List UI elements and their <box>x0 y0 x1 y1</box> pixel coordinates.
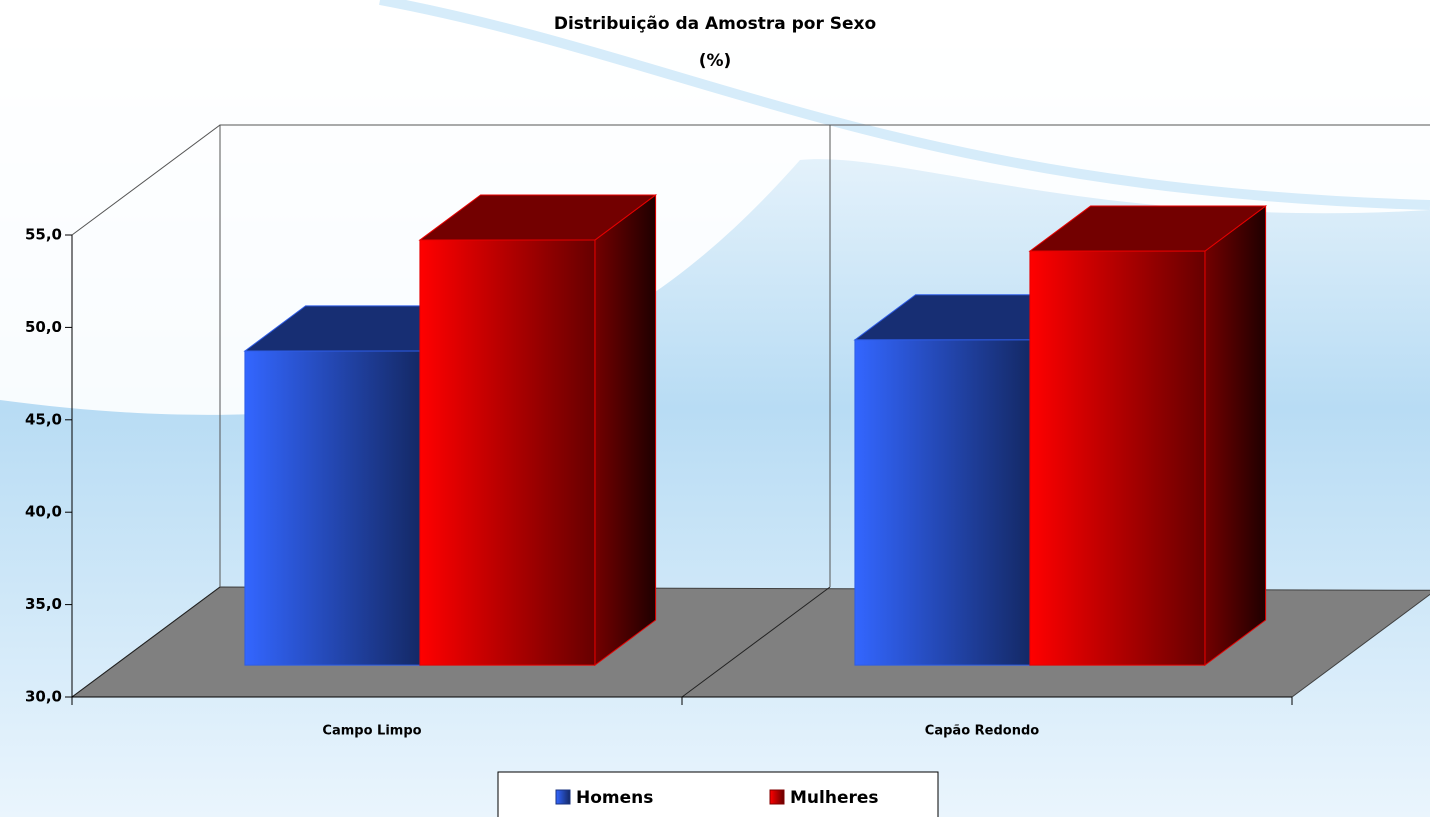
bar-side <box>594 193 657 667</box>
y-tick-label: 30,0 <box>25 688 62 706</box>
legend-label: Mulheres <box>790 788 879 808</box>
y-tick-label: 55,0 <box>25 226 62 244</box>
y-tick-label: 45,0 <box>25 410 62 428</box>
y-tick-label: 50,0 <box>25 318 62 336</box>
bar-front <box>1029 250 1206 666</box>
y-tick-label: 40,0 <box>25 503 62 521</box>
bar-front <box>419 239 596 666</box>
bar-front <box>854 339 1031 666</box>
y-tick-label: 35,0 <box>25 595 62 613</box>
plot-area: 30,0 35,0 40,0 45,0 50,0 55,0 Campo Limpo Capão… <box>25 124 1430 739</box>
legend-swatch <box>555 789 571 805</box>
floor-edge <box>71 586 221 698</box>
chart-subtitle: (%) <box>699 51 732 71</box>
bar <box>1028 205 1268 667</box>
legend-swatch <box>769 789 785 805</box>
bar <box>418 193 658 667</box>
legend-label: Homens <box>576 788 653 808</box>
x-tick-label: Capão Redondo <box>925 724 1039 739</box>
x-tick-label: Campo Limpo <box>322 724 421 739</box>
floor-divider <box>681 586 831 698</box>
bar-side <box>1204 205 1267 667</box>
bar-front <box>244 350 421 666</box>
background-swoosh-line <box>379 0 1430 210</box>
chart-title: Distribuição da Amostra por Sexo <box>554 14 876 34</box>
legend-box <box>497 771 939 817</box>
